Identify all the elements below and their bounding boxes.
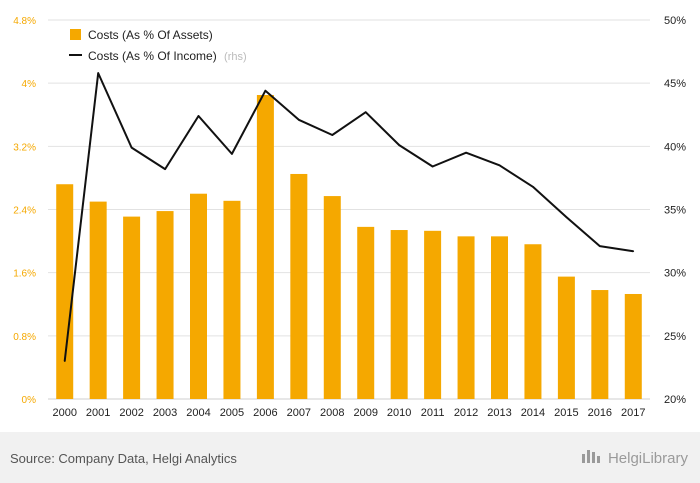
x-tick-label: 2017	[621, 407, 645, 419]
x-tick-label: 2003	[153, 407, 177, 419]
footer: Source: Company Data, Helgi Analytics He…	[0, 432, 700, 483]
legend-label-bar: Costs (As % Of Assets)	[88, 28, 213, 42]
bar	[89, 201, 107, 399]
bar	[357, 226, 375, 399]
x-tick-label: 2004	[186, 407, 210, 419]
bar	[557, 276, 575, 399]
bar	[123, 216, 141, 399]
right-axis: 20% 25% 30% 35% 40% 45% 50%	[664, 15, 686, 406]
line-point	[398, 144, 400, 146]
left-axis: 0% 0.8% 1.6% 2.4% 3.2% 4% 4.8%	[13, 16, 36, 406]
bar	[56, 184, 74, 399]
line-point	[565, 216, 568, 218]
y-left-tick-label: 4%	[22, 79, 37, 90]
series-line	[63, 72, 634, 362]
x-tick-label: 2007	[287, 407, 311, 419]
source-text: Source: Company Data, Helgi Analytics	[10, 451, 237, 466]
x-axis: 2000 2001 2002 2003 2004 2005 2006 2007 2008 2009…	[52, 407, 645, 419]
bar	[190, 193, 207, 399]
bar	[524, 244, 542, 399]
bar	[156, 211, 174, 399]
y-right-tick-label: 35%	[664, 205, 686, 217]
x-tick-label: 2016	[588, 407, 612, 419]
line-point	[431, 165, 434, 168]
brand-logo[interactable]: HelgiLibrary	[581, 448, 688, 468]
x-tick-label: 2006	[253, 407, 277, 419]
legend-label-line-note: (rhs)	[224, 51, 247, 63]
y-right-tick-label: 50%	[664, 15, 686, 27]
line-point	[498, 164, 501, 167]
y-left-tick-label: 0.8%	[13, 332, 36, 343]
line-point	[532, 185, 534, 188]
legend-label-line: Costs (As % Of Income) (rhs)	[88, 49, 247, 63]
gridlines	[48, 19, 650, 400]
x-tick-label: 2013	[487, 407, 511, 419]
bar	[290, 173, 308, 399]
y-right-tick-label: 40%	[664, 141, 686, 153]
line-point	[264, 89, 267, 92]
chart: 0% 0.8% 1.6% 2.4% 3.2% 4% 4.8% 20% 25% 30% 35% 40%…	[13, 15, 686, 419]
y-left-tick-label: 4.8%	[13, 16, 36, 27]
bar	[424, 230, 442, 399]
x-tick-label: 2011	[421, 407, 445, 419]
y-left-tick-label: 3.2%	[13, 142, 36, 153]
line-point	[97, 72, 99, 74]
x-tick-label: 2010	[387, 407, 411, 419]
y-left-tick-label: 0%	[22, 395, 37, 406]
x-tick-label: 2005	[220, 407, 244, 419]
line-point	[63, 360, 66, 362]
y-right-tick-label: 30%	[664, 268, 686, 280]
y-right-tick-label: 25%	[664, 331, 686, 343]
x-tick-label: 2000	[52, 407, 76, 419]
legend: Costs (As % Of Assets) Costs (As % Of In…	[69, 28, 247, 63]
y-right-tick-label: 20%	[664, 394, 686, 406]
line-point	[599, 245, 601, 247]
line-point	[632, 250, 635, 252]
legend-label-line-name: Costs (As % Of Income)	[88, 49, 217, 63]
bar	[390, 230, 408, 399]
line-point	[231, 153, 233, 155]
x-tick-label: 2009	[353, 407, 377, 419]
x-tick-label: 2001	[86, 407, 110, 419]
bar-series	[56, 95, 642, 400]
bar	[591, 290, 609, 399]
line-point	[164, 168, 166, 170]
x-tick-label: 2002	[119, 407, 143, 419]
bar	[323, 196, 341, 399]
x-tick-label: 2015	[554, 407, 578, 419]
x-tick-label: 2014	[521, 407, 545, 419]
line-point	[465, 151, 467, 154]
x-tick-label: 2008	[320, 407, 344, 419]
y-right-tick-label: 45%	[664, 78, 686, 90]
line-series	[63, 72, 635, 362]
line-point	[331, 134, 334, 136]
line-point	[298, 119, 300, 121]
y-left-tick-label: 1.6%	[13, 269, 36, 280]
y-left-tick-label: 2.4%	[13, 206, 36, 217]
bar	[457, 236, 475, 399]
bar	[491, 236, 508, 399]
x-tick-label: 2012	[454, 407, 478, 419]
bar	[223, 200, 241, 399]
line-point	[197, 115, 200, 117]
legend-swatch-bar	[70, 29, 81, 40]
bar	[624, 293, 642, 399]
line-point	[130, 146, 133, 149]
helgi-logo-icon	[581, 448, 603, 468]
line-point	[364, 111, 367, 114]
brand-name: HelgiLibrary	[607, 449, 688, 467]
bar	[256, 95, 274, 400]
